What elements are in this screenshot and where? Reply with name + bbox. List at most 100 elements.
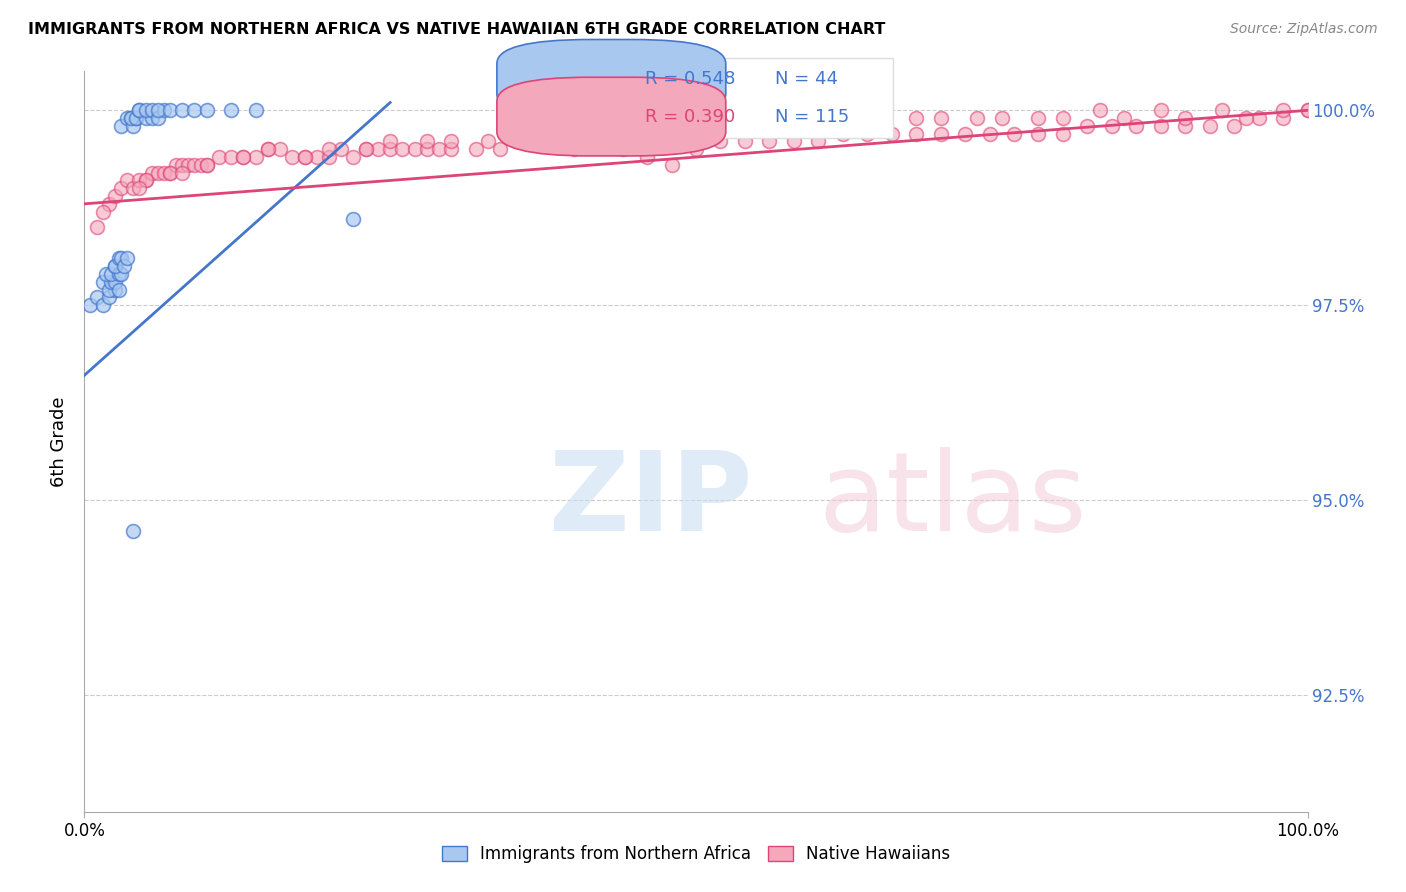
Point bbox=[979, 127, 1001, 141]
Point bbox=[1247, 111, 1270, 125]
Point bbox=[110, 267, 132, 281]
Point bbox=[294, 150, 316, 164]
Point bbox=[1076, 119, 1098, 133]
Point bbox=[115, 173, 138, 187]
Point bbox=[153, 103, 176, 118]
Point bbox=[125, 111, 148, 125]
Point bbox=[905, 111, 928, 125]
Point bbox=[807, 135, 830, 149]
Point bbox=[110, 252, 132, 266]
Point bbox=[1114, 111, 1136, 125]
Point bbox=[107, 252, 129, 266]
Point bbox=[1211, 103, 1233, 118]
Point bbox=[107, 267, 129, 281]
Point bbox=[195, 158, 218, 172]
FancyBboxPatch shape bbox=[496, 39, 725, 118]
Point bbox=[232, 150, 254, 164]
Point bbox=[1174, 111, 1197, 125]
Point bbox=[1174, 119, 1197, 133]
Point bbox=[734, 135, 756, 149]
Point bbox=[404, 142, 426, 156]
FancyBboxPatch shape bbox=[583, 58, 893, 138]
Point bbox=[104, 259, 127, 273]
Point bbox=[880, 127, 903, 141]
Point bbox=[257, 142, 280, 156]
Point bbox=[440, 135, 463, 149]
Point bbox=[354, 142, 377, 156]
Point bbox=[502, 127, 524, 141]
Point bbox=[86, 290, 108, 304]
Point bbox=[141, 103, 163, 118]
Point bbox=[115, 252, 138, 266]
Point bbox=[115, 111, 138, 125]
Point bbox=[153, 166, 176, 180]
Point bbox=[172, 166, 194, 180]
Point bbox=[177, 158, 200, 172]
Point bbox=[232, 150, 254, 164]
Point bbox=[294, 150, 316, 164]
Text: N = 115: N = 115 bbox=[775, 108, 849, 126]
Point bbox=[367, 142, 389, 156]
Point bbox=[807, 119, 830, 133]
Point bbox=[128, 173, 150, 187]
Point bbox=[1028, 111, 1050, 125]
Point bbox=[172, 158, 194, 172]
Point bbox=[953, 127, 976, 141]
Point bbox=[1296, 103, 1319, 118]
Point bbox=[929, 127, 952, 141]
Point bbox=[122, 524, 145, 538]
Point bbox=[966, 111, 988, 125]
Point bbox=[190, 158, 212, 172]
Point bbox=[440, 142, 463, 156]
Point bbox=[91, 275, 114, 289]
Point bbox=[1272, 111, 1295, 125]
Point bbox=[146, 103, 169, 118]
Point bbox=[172, 103, 194, 118]
Text: R = 0.548: R = 0.548 bbox=[645, 70, 735, 87]
Text: IMMIGRANTS FROM NORTHERN AFRICA VS NATIVE HAWAIIAN 6TH GRADE CORRELATION CHART: IMMIGRANTS FROM NORTHERN AFRICA VS NATIV… bbox=[28, 22, 886, 37]
Text: N = 44: N = 44 bbox=[775, 70, 838, 87]
Point bbox=[281, 150, 304, 164]
Point bbox=[391, 142, 413, 156]
Point bbox=[141, 111, 163, 125]
Point bbox=[477, 135, 499, 149]
Point bbox=[636, 150, 658, 164]
Point bbox=[869, 119, 891, 133]
Point bbox=[135, 173, 157, 187]
Point bbox=[416, 135, 439, 149]
Text: R = 0.390: R = 0.390 bbox=[645, 108, 735, 126]
Point bbox=[91, 204, 114, 219]
Point bbox=[91, 298, 114, 312]
Point bbox=[783, 135, 806, 149]
Point bbox=[1150, 103, 1173, 118]
Point bbox=[305, 150, 328, 164]
Y-axis label: 6th Grade: 6th Grade bbox=[51, 396, 69, 487]
Point bbox=[342, 150, 364, 164]
Point bbox=[624, 127, 647, 141]
Point bbox=[86, 220, 108, 235]
Point bbox=[128, 181, 150, 195]
Point bbox=[195, 158, 218, 172]
Point bbox=[100, 275, 122, 289]
Point bbox=[1198, 119, 1220, 133]
Point bbox=[330, 142, 353, 156]
Point bbox=[135, 173, 157, 187]
Point bbox=[257, 142, 280, 156]
Point bbox=[380, 135, 402, 149]
Point bbox=[416, 142, 439, 156]
Point bbox=[125, 111, 148, 125]
Point bbox=[685, 142, 707, 156]
Point bbox=[97, 290, 120, 304]
Point bbox=[783, 119, 806, 133]
Point bbox=[1052, 127, 1074, 141]
Point bbox=[1101, 119, 1123, 133]
Text: ZIP: ZIP bbox=[550, 447, 752, 554]
Point bbox=[135, 103, 157, 118]
Point bbox=[159, 166, 181, 180]
FancyBboxPatch shape bbox=[496, 78, 725, 156]
Point bbox=[1125, 119, 1147, 133]
Point bbox=[562, 127, 585, 141]
Point bbox=[513, 135, 536, 149]
Point bbox=[122, 181, 145, 195]
Point bbox=[120, 111, 142, 125]
